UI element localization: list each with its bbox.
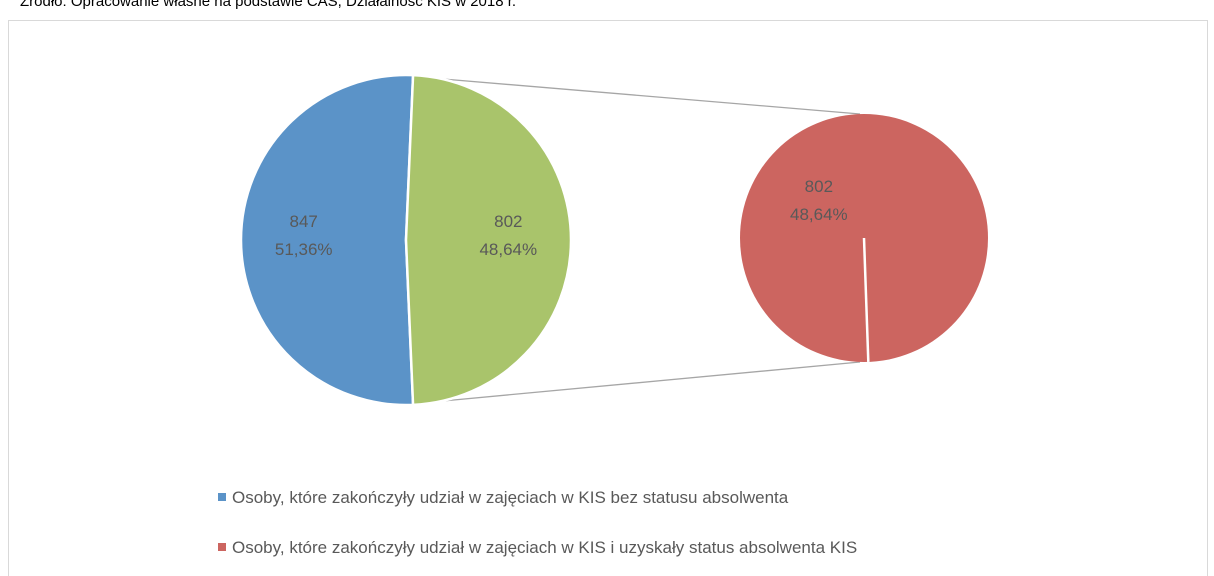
value-label: 847 [290, 212, 318, 231]
source-note: Źródło: Opracowanie własne na podstawie … [20, 0, 516, 10]
value-label: 802 [805, 177, 833, 196]
connector-line [441, 78, 861, 115]
legend-label: Osoby, które zakończyły udział w zajęcia… [232, 538, 857, 557]
pie-slice [239, 73, 415, 407]
slice-border [862, 237, 870, 362]
percent-label: 48,64% [790, 205, 848, 224]
connector-line [441, 361, 861, 402]
percent-label: 51,36% [275, 240, 333, 259]
percent-label: 48,64% [479, 240, 537, 259]
legend-label: Osoby, które zakończyły udział w zajęcia… [232, 488, 789, 507]
legend-swatch [218, 543, 226, 551]
pie-slice [404, 73, 573, 407]
value-label: 802 [494, 212, 522, 231]
chart-frame [8, 20, 1208, 576]
legend-swatch [218, 493, 226, 501]
